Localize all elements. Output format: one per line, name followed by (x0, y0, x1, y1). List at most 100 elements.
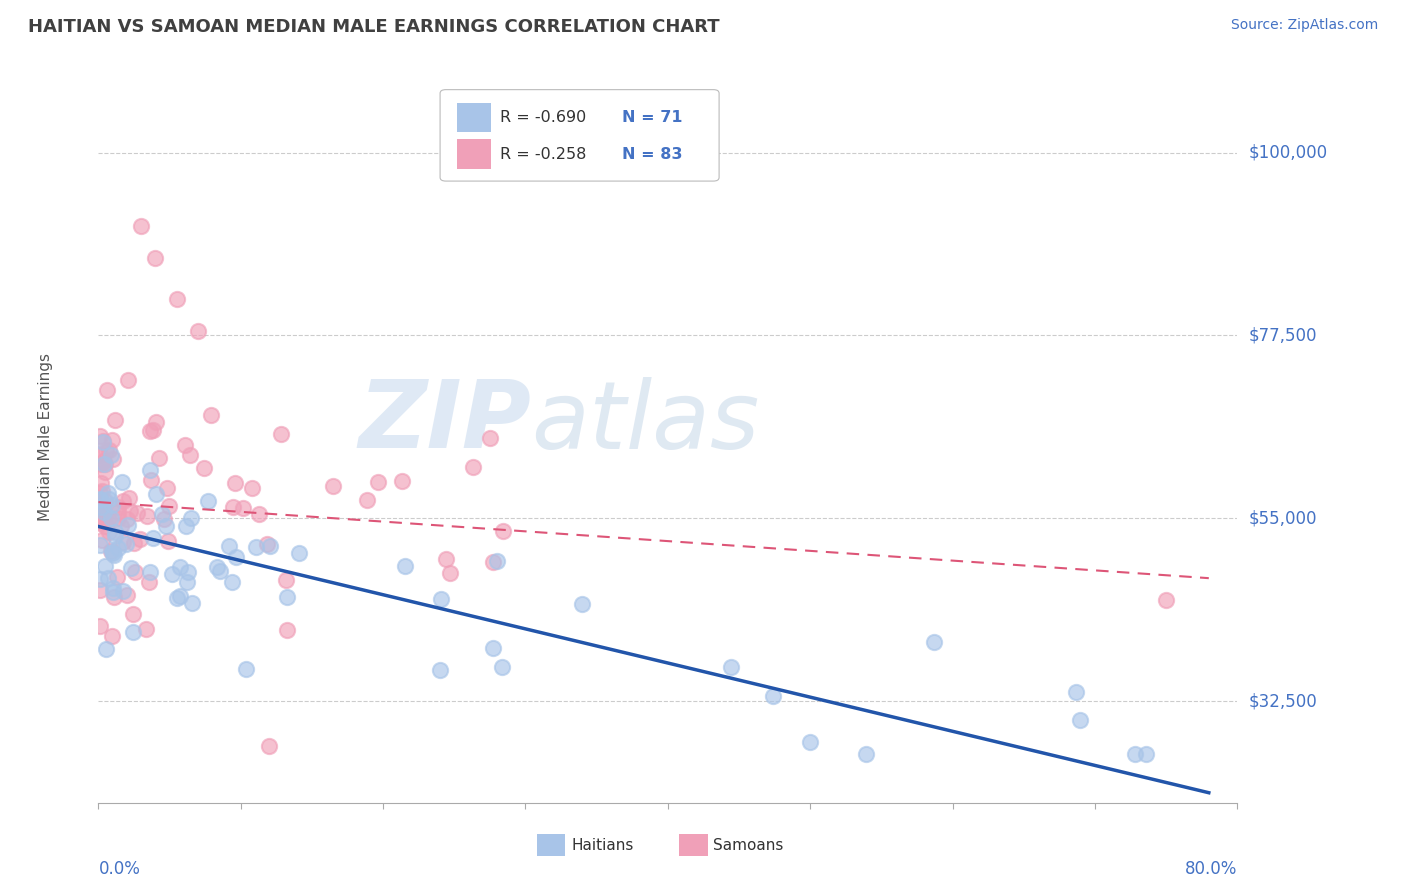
Point (169, 590, 191, 604)
Point (1123, 747, 1146, 761)
Point (256, 537, 278, 551)
Point (107, 505, 129, 519)
Point (430, 591, 453, 606)
Point (97, 571, 120, 585)
Point (224, 475, 246, 490)
Text: N = 71: N = 71 (623, 110, 683, 125)
Point (96, 383, 118, 397)
Point (148, 451, 170, 466)
Point (89, 508, 111, 522)
Point (97, 443, 120, 458)
Point (197, 494, 219, 508)
Point (103, 546, 125, 560)
Point (89, 619, 111, 633)
Point (91, 434, 114, 449)
Point (129, 219, 152, 233)
Point (111, 584, 134, 599)
Point (94, 465, 117, 479)
Point (176, 575, 198, 590)
Point (100, 544, 122, 558)
Point (142, 531, 165, 545)
Point (89, 485, 111, 500)
Point (145, 486, 167, 500)
Point (187, 325, 209, 339)
Point (138, 574, 160, 589)
Point (107, 570, 129, 584)
Point (173, 437, 195, 451)
Point (91, 454, 114, 468)
Point (101, 630, 124, 644)
Point (209, 565, 232, 579)
Point (93, 505, 115, 519)
Point (122, 536, 145, 550)
Point (247, 508, 270, 522)
Point (89, 491, 111, 506)
Point (761, 689, 783, 703)
Point (93, 457, 115, 471)
Text: N = 83: N = 83 (623, 146, 683, 161)
Point (118, 491, 141, 505)
Text: $77,500: $77,500 (1249, 326, 1317, 344)
Point (235, 662, 257, 676)
Point (107, 511, 129, 525)
Point (322, 479, 344, 493)
Point (1064, 685, 1087, 699)
Point (439, 566, 461, 581)
Point (155, 518, 177, 533)
Point (160, 566, 183, 581)
Point (855, 747, 877, 761)
Point (152, 511, 174, 525)
Point (799, 735, 821, 749)
Text: R = -0.690: R = -0.690 (501, 110, 586, 125)
Point (259, 739, 281, 753)
Point (104, 413, 127, 427)
Point (179, 449, 201, 463)
Point (100, 433, 122, 447)
Point (93, 507, 115, 521)
Point (139, 473, 162, 487)
Point (90, 500, 112, 514)
Point (103, 548, 125, 562)
Point (205, 559, 228, 574)
Point (101, 585, 124, 599)
Point (90, 533, 112, 547)
Point (115, 537, 138, 551)
Point (156, 481, 179, 495)
Point (110, 519, 132, 533)
Point (103, 590, 125, 604)
Point (259, 539, 281, 553)
Point (429, 663, 451, 677)
Bar (537, 834, 565, 856)
Point (720, 660, 742, 674)
Point (115, 588, 138, 602)
Point (394, 559, 416, 574)
Text: 80.0%: 80.0% (1185, 860, 1237, 878)
Point (90, 475, 112, 490)
Point (103, 581, 125, 595)
Text: Samoans: Samoans (713, 838, 783, 853)
Point (129, 532, 152, 546)
Point (91, 483, 114, 498)
Point (169, 559, 191, 574)
Point (97, 510, 120, 524)
Point (94, 494, 117, 508)
Point (120, 504, 142, 518)
Text: R = -0.258: R = -0.258 (501, 146, 586, 161)
Point (180, 510, 202, 524)
Point (222, 500, 245, 515)
Point (481, 555, 503, 569)
Point (157, 499, 180, 513)
Point (101, 545, 124, 559)
Point (356, 493, 378, 508)
Point (288, 546, 311, 560)
Point (125, 507, 148, 521)
Point (93, 515, 115, 529)
Point (98, 524, 121, 539)
Text: Median Male Earnings: Median Male Earnings (38, 353, 53, 521)
Point (111, 475, 134, 490)
Point (391, 475, 413, 489)
Text: atlas: atlas (531, 377, 759, 468)
Point (89, 582, 111, 597)
Point (245, 540, 267, 554)
Point (103, 451, 125, 466)
